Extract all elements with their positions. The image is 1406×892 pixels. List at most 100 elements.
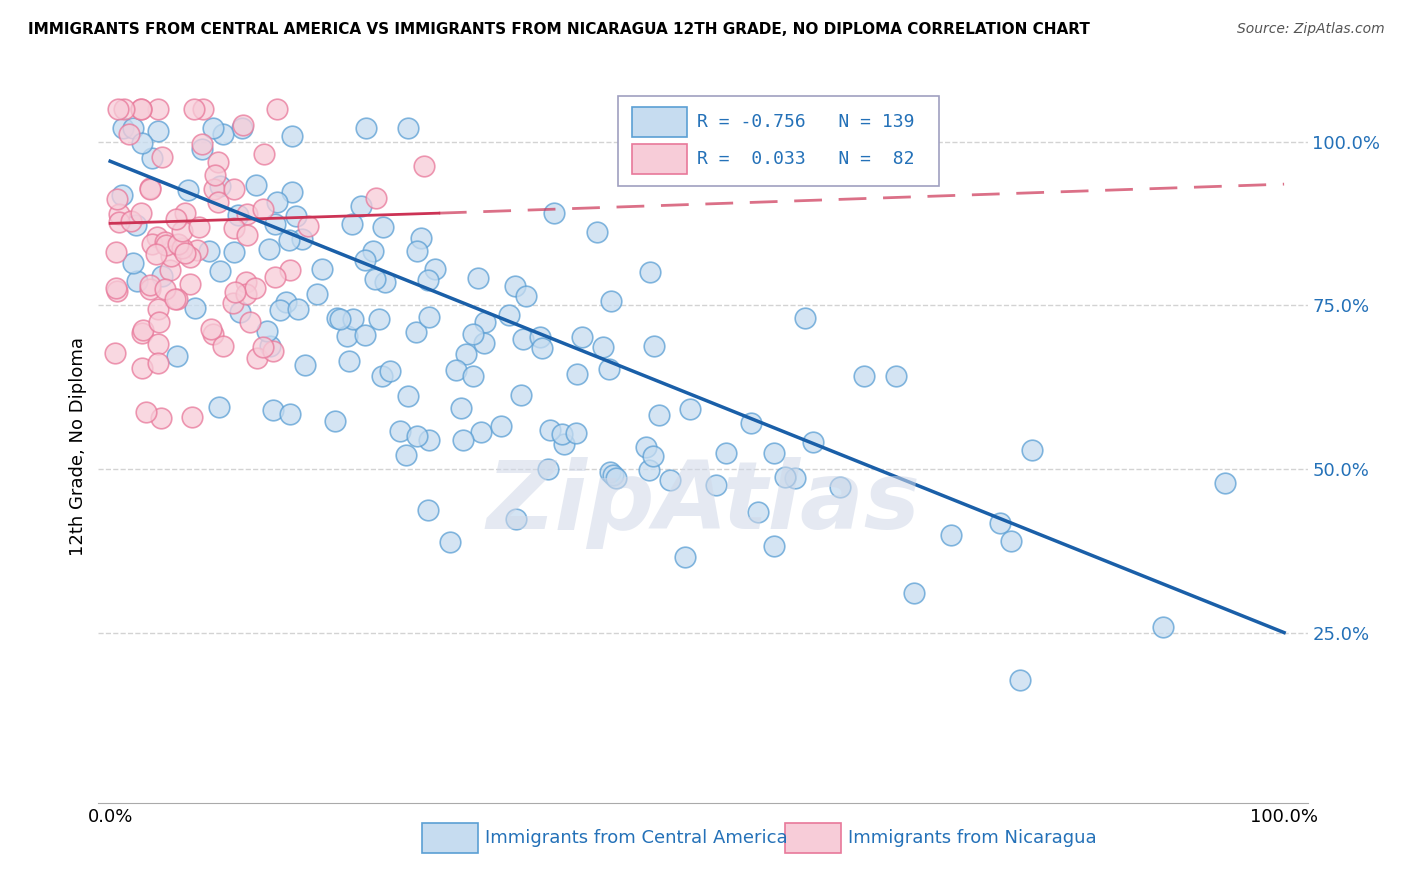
Point: [202, 182, 225, 196]
Point: [852, 368, 875, 383]
Point: [184, 301, 207, 315]
Point: [188, 219, 211, 234]
Point: [222, 221, 245, 235]
Point: [354, 253, 377, 268]
Point: [105, 244, 128, 259]
Point: [395, 448, 418, 462]
Point: [529, 330, 551, 344]
Point: [551, 427, 574, 442]
Point: [112, 102, 135, 116]
Point: [801, 434, 824, 449]
Point: [146, 102, 169, 116]
Point: [138, 182, 160, 196]
Point: [153, 282, 176, 296]
Point: [201, 121, 224, 136]
Point: [472, 336, 495, 351]
Point: [138, 277, 160, 292]
Point: [416, 272, 439, 286]
Point: [112, 121, 135, 136]
Point: [262, 343, 284, 358]
Point: [886, 368, 908, 383]
Point: [131, 360, 153, 375]
Point: [149, 410, 172, 425]
Point: [107, 102, 129, 116]
Point: [763, 446, 786, 460]
Point: [166, 349, 188, 363]
Point: [141, 151, 163, 165]
Point: [202, 326, 225, 341]
Point: [553, 436, 575, 450]
Point: [235, 287, 257, 301]
Point: [412, 159, 434, 173]
Point: [278, 408, 301, 422]
Point: [209, 263, 232, 277]
Point: [150, 268, 173, 283]
Point: [167, 236, 190, 251]
Point: [179, 250, 201, 264]
Point: [179, 277, 201, 291]
Point: [637, 463, 659, 477]
Point: [463, 327, 485, 342]
Point: [221, 295, 243, 310]
Point: [679, 401, 702, 416]
Point: [129, 102, 152, 116]
Point: [598, 362, 620, 376]
Point: [454, 347, 477, 361]
Point: [903, 586, 925, 600]
Point: [941, 528, 963, 542]
Point: [785, 471, 807, 485]
Point: [120, 214, 142, 228]
Point: [311, 262, 333, 277]
Point: [326, 310, 349, 325]
Point: [337, 353, 360, 368]
Point: [183, 102, 205, 116]
Point: [409, 231, 432, 245]
Point: [208, 400, 231, 414]
Point: [212, 127, 235, 141]
Point: [146, 124, 169, 138]
Text: Immigrants from Central America: Immigrants from Central America: [485, 830, 787, 847]
Point: [166, 292, 188, 306]
Point: [224, 181, 246, 195]
Point: [245, 178, 267, 193]
Point: [191, 102, 214, 116]
Point: [235, 275, 257, 289]
Point: [224, 285, 246, 300]
Point: [364, 191, 387, 205]
Point: [207, 155, 229, 169]
Point: [163, 292, 186, 306]
Y-axis label: 12th Grade, No Diploma: 12th Grade, No Diploma: [69, 336, 87, 556]
Point: [371, 220, 394, 235]
Point: [252, 202, 274, 216]
Point: [208, 178, 231, 193]
Point: [538, 423, 561, 437]
Point: [388, 424, 411, 438]
Point: [1213, 475, 1236, 490]
Point: [263, 402, 285, 417]
Point: [204, 168, 226, 182]
Point: [361, 244, 384, 259]
Point: [228, 208, 250, 222]
Point: [673, 549, 696, 564]
Point: [474, 315, 496, 329]
Point: [374, 276, 396, 290]
Point: [127, 274, 149, 288]
Point: [190, 137, 212, 152]
Point: [180, 410, 202, 425]
Point: [285, 210, 308, 224]
Point: [599, 465, 621, 479]
Point: [340, 217, 363, 231]
Point: [172, 224, 194, 238]
Point: [191, 142, 214, 156]
Point: [105, 284, 128, 298]
Point: [269, 302, 291, 317]
Point: [148, 315, 170, 329]
Point: [266, 102, 288, 116]
Point: [636, 440, 658, 454]
Point: [232, 118, 254, 132]
Point: [1021, 443, 1043, 458]
Point: [658, 473, 681, 487]
Text: Immigrants from Nicaragua: Immigrants from Nicaragua: [848, 830, 1097, 847]
Point: [146, 302, 169, 317]
Point: [222, 244, 245, 259]
